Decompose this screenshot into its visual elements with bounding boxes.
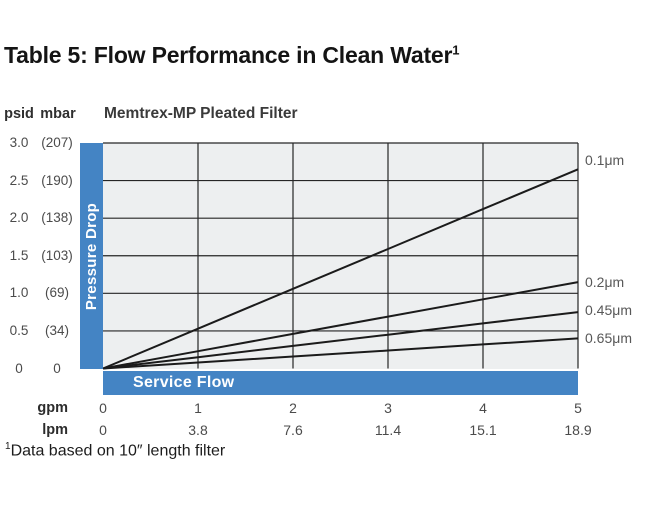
- y-tick-psid: 2.5: [9, 172, 29, 188]
- series-label: 0.2μm: [585, 274, 625, 291]
- x-axis-unit-gpm: gpm: [37, 400, 68, 416]
- service-flow-axis-bar: Service Flow: [103, 371, 578, 395]
- series-label: 0.1μm: [585, 152, 625, 169]
- x-tick-lpm: 11.4: [374, 422, 402, 438]
- y-tick-mbar: (138): [41, 210, 73, 226]
- y-tick-mbar: (34): [44, 322, 69, 338]
- series-label: 0.65μm: [585, 330, 632, 347]
- x-tick-gpm: 2: [289, 400, 297, 416]
- y-axis-label: Pressure Drop: [83, 202, 100, 310]
- plot-area: [103, 143, 578, 369]
- series-label: 0.45μm: [585, 302, 632, 319]
- x-axis-label: Service Flow: [133, 374, 235, 391]
- y-tick-psid: 2.0: [9, 210, 29, 226]
- page-title-superscript: 1: [452, 42, 460, 58]
- footnote-text: Data based on 10″ length filter: [10, 442, 226, 460]
- x-tick-gpm: 3: [384, 400, 392, 416]
- y-tick-psid: 1.5: [9, 247, 29, 263]
- chart-title: Memtrex-MP Pleated Filter: [104, 105, 298, 122]
- y-tick-psid: 0.5: [9, 322, 29, 338]
- y-tick-psid: 3.0: [9, 135, 29, 150]
- x-tick-gpm: 5: [574, 400, 582, 416]
- y-tick-psid: 0: [15, 360, 23, 376]
- footnote: 1Data based on 10″ length filter: [5, 441, 225, 460]
- x-tick-lpm: 18.9: [564, 422, 592, 438]
- x-tick-gpm: 1: [194, 400, 202, 416]
- pressure-drop-axis-bar: Pressure Drop: [80, 143, 103, 369]
- x-tick-lpm: 3.8: [188, 422, 208, 438]
- x-tick-lpm: 15.1: [469, 422, 497, 438]
- y-axis-unit-mbar: mbar: [40, 106, 76, 122]
- x-axis-unit-lpm: lpm: [42, 422, 68, 438]
- x-tick-lpm: 7.6: [283, 422, 303, 438]
- page-title: Table 5: Flow Performance in Clean Water…: [4, 42, 460, 69]
- y-tick-psid: 1.0: [9, 285, 29, 301]
- x-tick-gpm: 4: [479, 400, 487, 416]
- x-tick-gpm: 0: [99, 400, 107, 416]
- page-title-text: Table 5: Flow Performance in Clean Water: [4, 42, 453, 68]
- y-tick-mbar: (207): [41, 135, 73, 150]
- footnote-superscript: 1: [5, 441, 11, 452]
- y-tick-mbar: (190): [41, 172, 73, 188]
- x-tick-lpm: 0: [99, 422, 107, 438]
- y-tick-mbar: 0: [53, 360, 61, 376]
- y-tick-mbar: (103): [41, 247, 73, 263]
- y-tick-mbar: (69): [44, 285, 69, 301]
- y-axis-unit-psid: psid: [4, 106, 34, 122]
